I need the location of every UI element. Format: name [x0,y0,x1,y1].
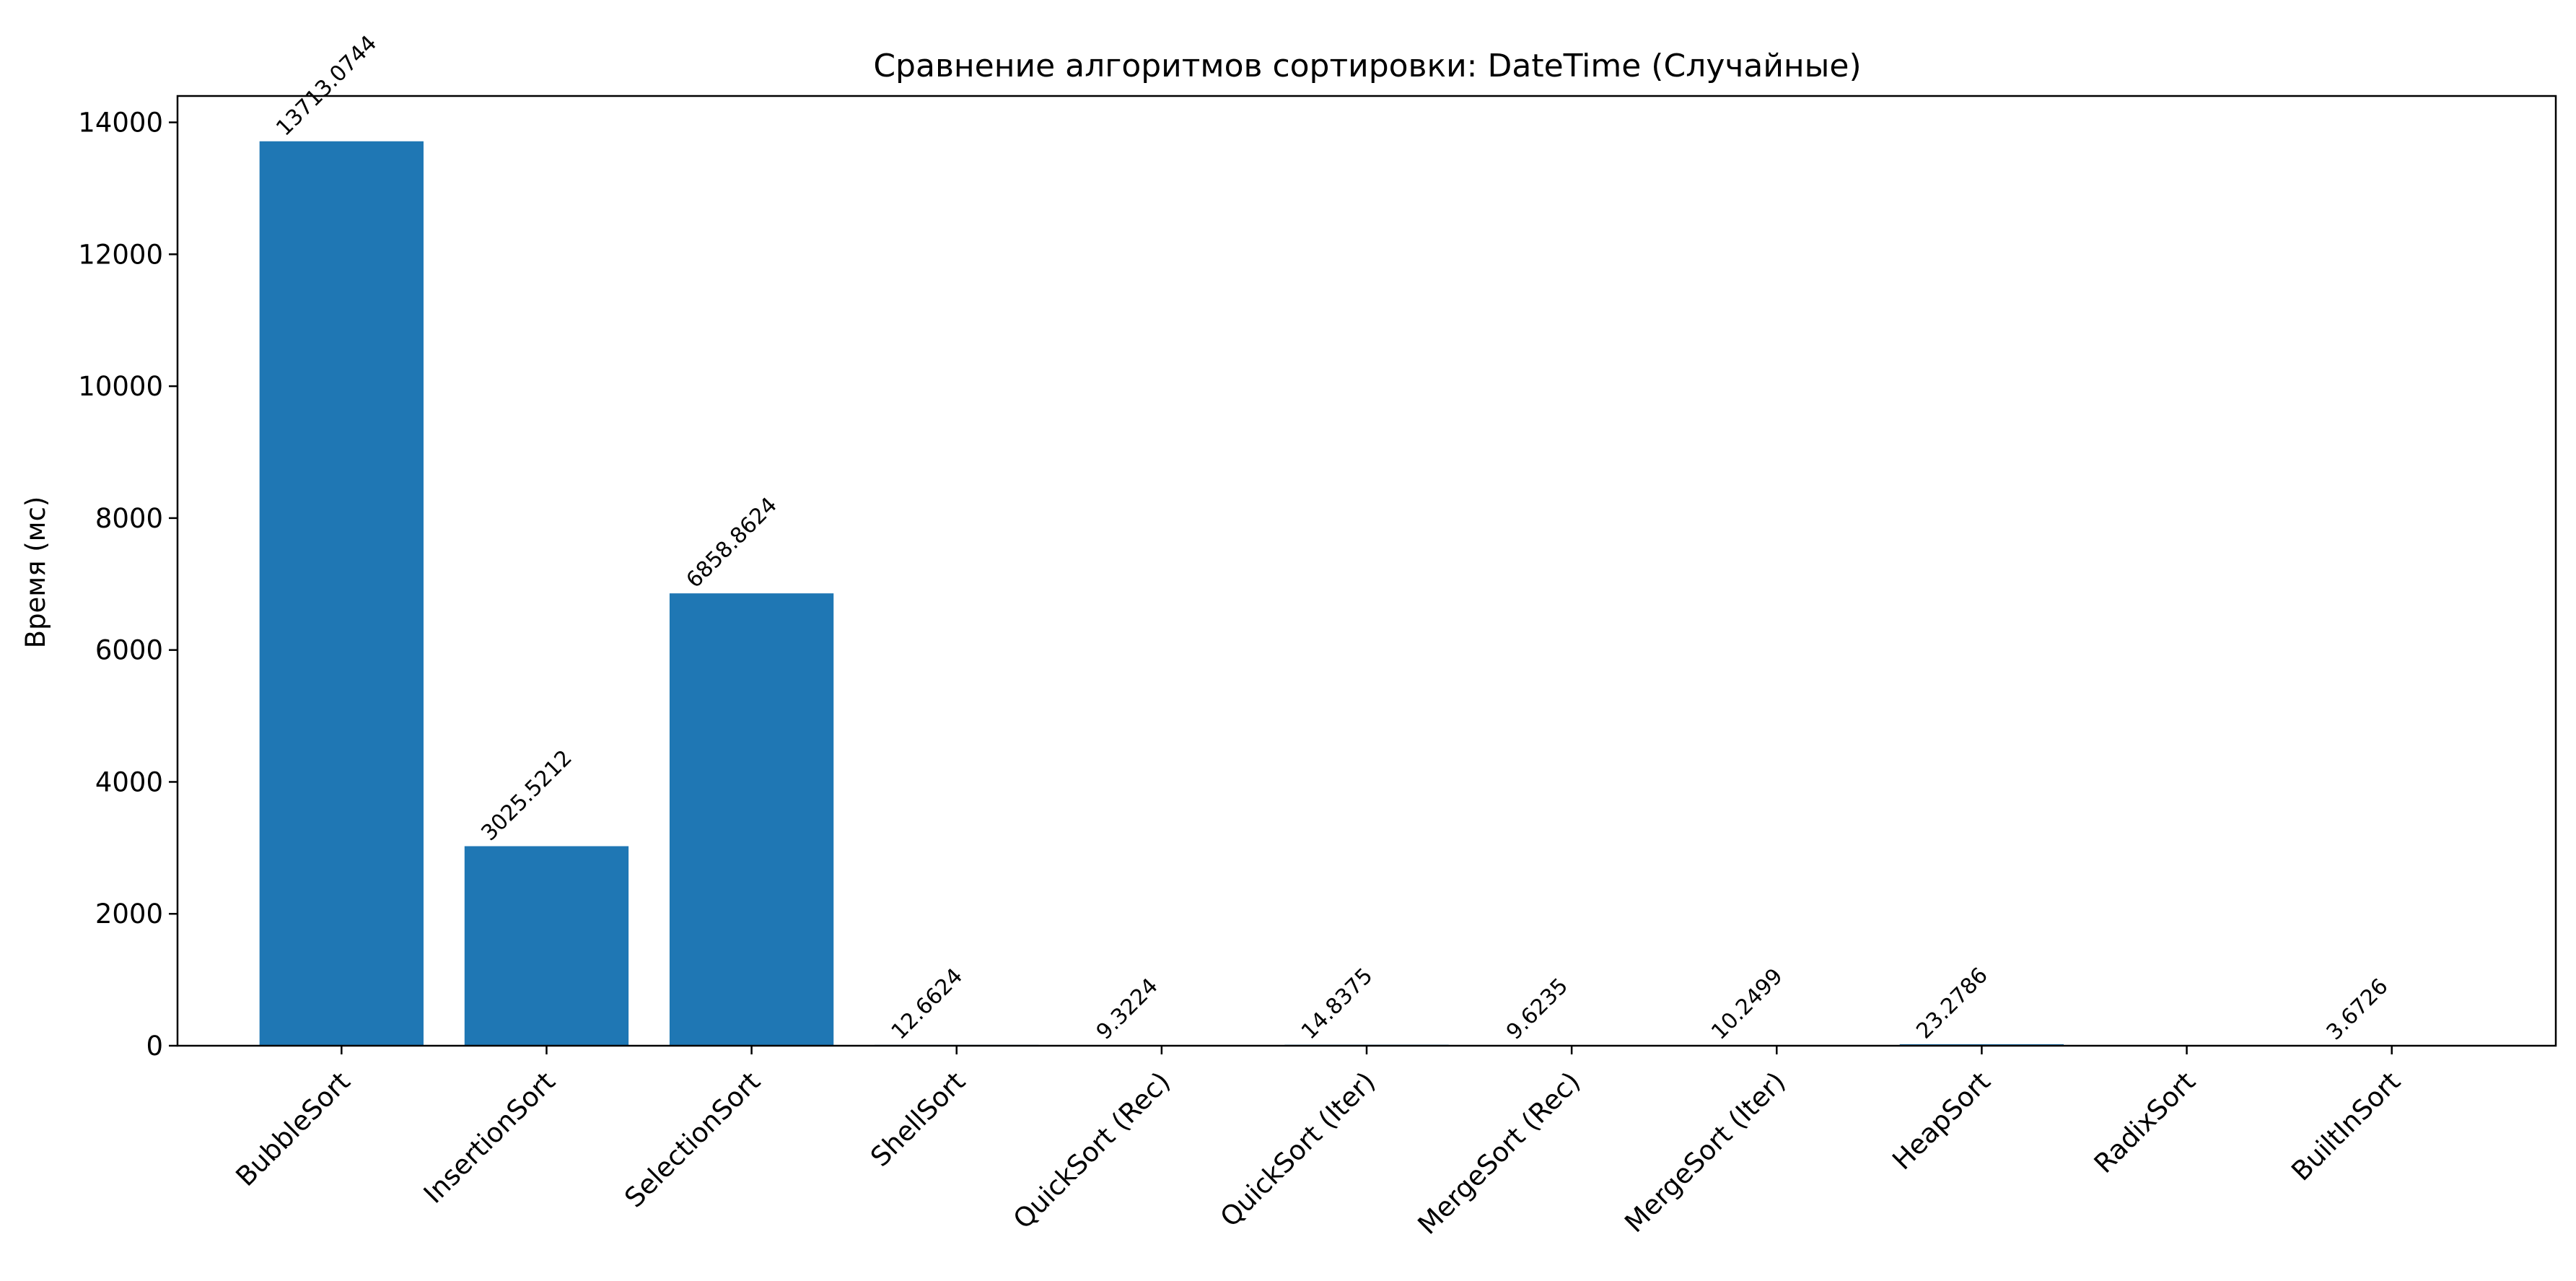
y-tick-label: 6000 [95,635,163,666]
x-tick-label: QuickSort (Rec) [1007,1066,1176,1235]
y-tick-label: 2000 [95,899,163,930]
bar-insertionsort [464,846,629,1046]
y-tick-label: 0 [146,1031,163,1062]
x-tick-label: RadixSort [2088,1066,2202,1179]
x-tick-label: BuiltInSort [2285,1066,2406,1187]
bar-selectionsort [669,593,834,1046]
data-label: 14.8375 [1297,963,1377,1044]
bars-group [259,141,2474,1046]
chart-title: Сравнение алгоритмов сортировки: DateTim… [873,48,1861,84]
x-tick-label: SelectionSort [618,1066,766,1214]
plot-frame [176,95,2557,1047]
y-tick-label: 4000 [95,766,163,797]
x-tick-label: MergeSort (Iter) [1618,1066,1791,1238]
y-tick-label: 10000 [78,371,163,402]
y-tick-label: 14000 [78,108,163,139]
x-tick-label: InsertionSort [418,1066,561,1210]
data-label: 13713.0744 [271,30,382,141]
y-ticks-group: 0 2000 4000 6000 8000 10000 12000 14000 [78,108,178,1062]
x-tick-label: ShellSort [864,1066,971,1173]
x-tick-label: MergeSort (Rec) [1412,1066,1587,1241]
data-label: 12.6624 [887,963,968,1044]
y-tick-label: 12000 [78,239,163,270]
data-label: 3025.5212 [476,746,577,846]
bar-bubblesort [259,141,424,1046]
y-tick-label: 8000 [95,503,163,534]
data-label: 6858.8624 [681,492,781,593]
x-tick-label: BubbleSort [230,1066,356,1192]
data-label: 23.2786 [1911,963,1992,1044]
x-tick-label: QuickSort (Iter) [1214,1066,1382,1233]
data-label: 9.6235 [1502,974,1573,1045]
data-label: 9.3224 [1092,974,1163,1045]
x-ticks-group: BubbleSort InsertionSort SelectionSort Shel… [230,1046,2406,1241]
data-label: 10.2499 [1707,963,1787,1044]
x-tick-label: HeapSort [1886,1066,1996,1176]
data-label: 3.6726 [2322,974,2393,1045]
y-axis-label: Время (мс) [20,497,51,649]
